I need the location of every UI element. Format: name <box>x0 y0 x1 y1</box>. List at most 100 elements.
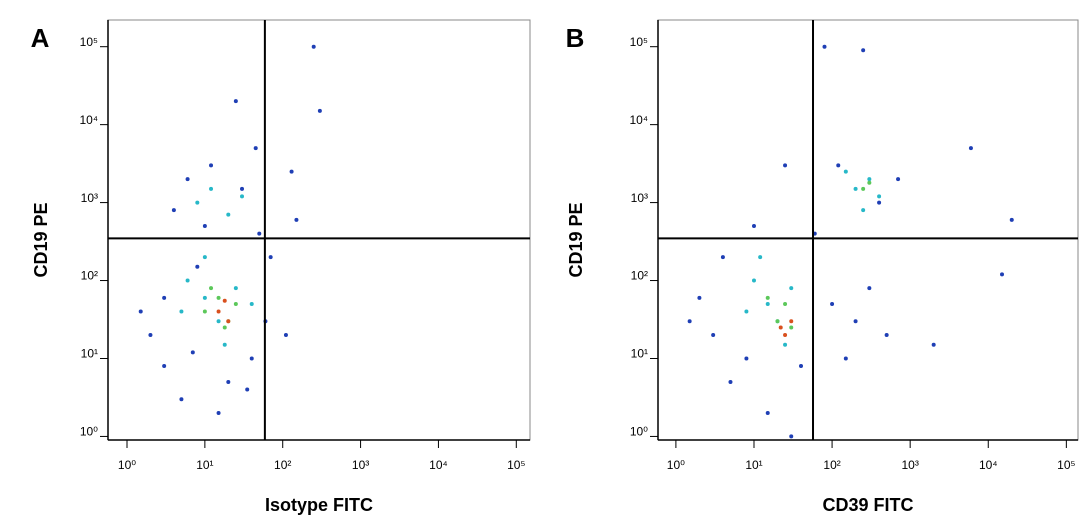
event-point <box>202 224 207 229</box>
event-point <box>867 286 872 291</box>
event-point <box>190 350 195 355</box>
event-point <box>751 278 756 283</box>
event-point <box>209 286 214 291</box>
event-point <box>294 217 299 222</box>
event-point <box>253 146 258 151</box>
event-point <box>843 169 848 174</box>
event-point <box>822 44 827 49</box>
event-point <box>931 342 936 347</box>
event-point <box>249 302 254 307</box>
event-point <box>778 325 783 330</box>
event-point <box>783 333 788 338</box>
event-point <box>179 397 184 402</box>
x-tick-label: 10³ <box>901 458 918 472</box>
event-point <box>765 295 770 300</box>
event-point <box>789 319 794 324</box>
event-point <box>317 108 322 113</box>
event-point <box>216 295 221 300</box>
y-tick-label: 10¹ <box>81 347 98 361</box>
event-point <box>896 177 901 182</box>
event-point <box>836 163 841 168</box>
event-point <box>216 319 221 324</box>
event-point <box>249 356 254 361</box>
event-point <box>311 44 316 49</box>
y-axis-label: CD19 PE <box>31 202 51 277</box>
event-point <box>185 177 190 182</box>
x-tick-label: 10² <box>274 458 291 472</box>
x-axis-label: Isotype FITC <box>265 495 373 515</box>
event-point <box>226 319 231 324</box>
event-point <box>758 255 763 260</box>
x-tick-label: 10² <box>823 458 840 472</box>
x-axis-label: CD39 FITC <box>822 495 913 515</box>
y-tick-label: 10⁰ <box>630 425 648 439</box>
event-point <box>179 309 184 314</box>
y-tick-label: 10³ <box>81 191 98 205</box>
event-point <box>867 180 872 185</box>
event-point <box>233 286 238 291</box>
event-point <box>861 48 866 53</box>
event-point <box>209 186 214 191</box>
event-point <box>728 379 733 384</box>
plot-frame <box>107 19 531 441</box>
event-point <box>783 302 788 307</box>
event-point <box>245 387 250 392</box>
event-point <box>138 309 143 314</box>
event-point <box>268 255 273 260</box>
x-tick-label: 10⁰ <box>118 458 136 472</box>
event-point <box>775 319 780 324</box>
event-point <box>216 309 221 314</box>
event-point <box>853 186 858 191</box>
event-point <box>697 295 702 300</box>
event-point <box>209 163 214 168</box>
event-point <box>1000 272 1005 277</box>
event-point <box>171 208 176 213</box>
event-point <box>765 410 770 415</box>
event-point <box>789 434 794 439</box>
panel-label: B <box>566 23 585 53</box>
y-tick-label: 10⁵ <box>80 35 98 49</box>
event-point <box>861 186 866 191</box>
event-point <box>789 325 794 330</box>
y-tick-label: 10¹ <box>631 347 648 361</box>
event-point <box>867 177 872 182</box>
event-point <box>202 255 207 260</box>
event-point <box>744 356 749 361</box>
panel-label: A <box>31 23 50 53</box>
y-tick-label: 10⁵ <box>630 35 648 49</box>
event-point <box>162 295 167 300</box>
event-point <box>289 169 294 174</box>
plot-frame <box>657 19 1079 441</box>
event-point <box>799 364 804 369</box>
event-point <box>884 333 889 338</box>
event-point <box>240 186 245 191</box>
event-point <box>765 302 770 307</box>
event-point <box>830 302 835 307</box>
event-point <box>783 163 788 168</box>
event-point <box>240 194 245 199</box>
event-point <box>233 99 238 104</box>
y-axis-label: CD19 PE <box>566 202 586 277</box>
event-point <box>226 212 231 217</box>
event-point <box>233 302 238 307</box>
event-point <box>789 286 794 291</box>
y-tick-label: 10² <box>81 269 98 283</box>
x-tick-label: 10⁴ <box>979 458 998 472</box>
event-point <box>720 255 725 260</box>
event-point <box>162 364 167 369</box>
event-point <box>195 264 200 269</box>
event-point <box>148 333 153 338</box>
x-tick-label: 10³ <box>352 458 369 472</box>
y-tick-label: 10⁴ <box>79 113 98 127</box>
y-tick-label: 10⁰ <box>80 425 98 439</box>
event-point <box>222 298 227 303</box>
y-tick-label: 10³ <box>631 191 648 205</box>
event-point <box>226 379 231 384</box>
event-point <box>283 333 288 338</box>
y-tick-label: 10² <box>631 269 648 283</box>
event-point <box>195 200 200 205</box>
x-tick-label: 10¹ <box>745 458 762 472</box>
x-tick-label: 10⁴ <box>429 458 448 472</box>
event-point <box>843 356 848 361</box>
event-point <box>222 325 227 330</box>
